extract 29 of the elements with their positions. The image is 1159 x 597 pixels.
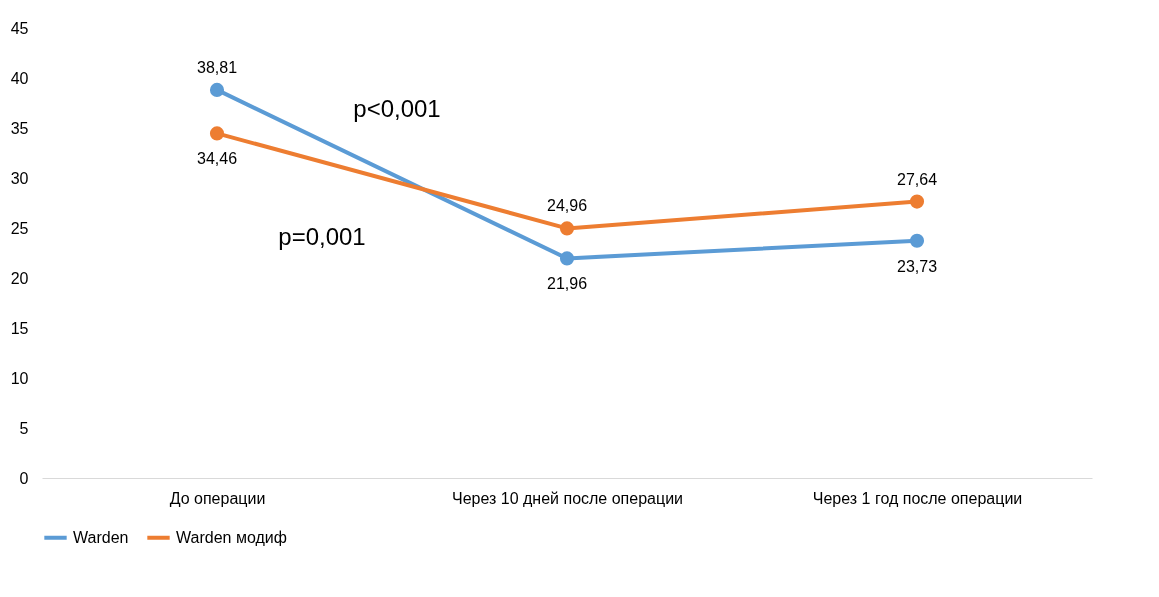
y-tick-label: 45 — [10, 19, 29, 37]
y-tick-label: 30 — [10, 169, 29, 187]
y-tick-label: 10 — [10, 369, 29, 387]
annotation: p=0,001 — [278, 223, 366, 250]
point — [559, 251, 575, 266]
x-tick-label: Через 1 год после операции — [812, 489, 1023, 507]
point — [909, 233, 925, 248]
data-label: 27,64 — [896, 170, 938, 188]
point — [909, 194, 925, 209]
y-tick-label: 15 — [10, 319, 29, 337]
x-tick-label: До операции — [169, 489, 266, 507]
point — [559, 221, 575, 236]
y-tick-label: 5 — [19, 419, 29, 437]
data-label: 38,81 — [196, 58, 238, 76]
annotation: p<0,001 — [353, 95, 441, 122]
data-label: 34,46 — [196, 150, 238, 168]
y-tick-label: 20 — [10, 269, 29, 287]
y-tick-label: 0 — [19, 469, 29, 487]
data-label: 21,96 — [546, 275, 588, 293]
point — [209, 82, 225, 97]
x-tick-label: Через 10 дней после операции — [451, 489, 684, 507]
y-tick-label: 40 — [10, 69, 29, 87]
legend-label: Warden — [73, 528, 129, 546]
legend-label: Warden модиф — [176, 528, 287, 546]
data-label: 23,73 — [896, 257, 938, 275]
y-tick-label: 35 — [10, 119, 29, 137]
point — [209, 126, 225, 141]
y-tick-label: 25 — [10, 219, 29, 237]
data-label: 24,96 — [546, 197, 588, 215]
